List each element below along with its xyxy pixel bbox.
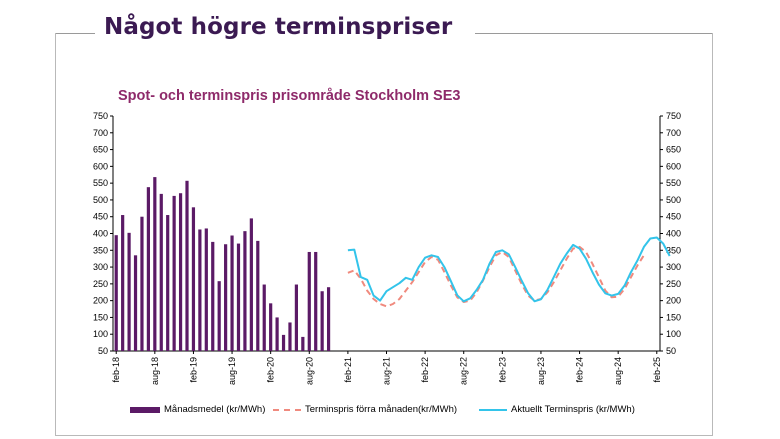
x-tick-label: aug-24: [613, 357, 623, 385]
bar: [301, 336, 305, 351]
bar: [159, 193, 163, 351]
x-tick-label: feb-22: [420, 357, 430, 383]
bar: [314, 251, 318, 351]
x-tick-label: aug-19: [227, 357, 237, 385]
x-tick-label: feb-21: [343, 357, 353, 383]
x-tick-label: aug-21: [382, 357, 392, 385]
y-tick-label-left: 750: [93, 111, 108, 121]
bar: [140, 216, 144, 351]
line-prev-month-forward: [347, 245, 645, 308]
bar: [172, 195, 176, 351]
y-tick-label-right: 600: [666, 161, 681, 171]
y-tick-label-left: 250: [93, 279, 108, 289]
header-rule-left: [55, 33, 95, 34]
y-tick-label-left: 50: [98, 346, 108, 356]
y-tick-label-left: 200: [93, 296, 108, 306]
x-tick-label: aug-18: [150, 357, 160, 385]
legend-label-curr: Aktuellt Terminspris (kr/MWh): [511, 404, 635, 415]
bar: [166, 215, 170, 351]
slide-frame: [55, 33, 713, 436]
bar: [262, 284, 266, 351]
x-tick-label: feb-25: [652, 357, 662, 383]
y-tick-label-right: 100: [666, 329, 681, 339]
bar: [153, 177, 157, 351]
bar: [307, 251, 311, 351]
bar: [178, 193, 183, 351]
bar: [121, 215, 125, 351]
x-tick-label: feb-18: [111, 357, 121, 383]
y-tick-label-left: 500: [93, 195, 108, 205]
y-tick-label-left: 100: [93, 329, 108, 339]
x-tick-label: feb-24: [575, 357, 585, 383]
legend-label-bars: Månadsmedel (kr/MWh): [164, 404, 266, 415]
y-tick-label-right: 250: [666, 279, 681, 289]
y-tick-label-right: 650: [666, 145, 681, 155]
legend-swatch-prev: [273, 408, 301, 411]
x-tick-label: feb-19: [188, 357, 198, 383]
bar: [243, 231, 247, 351]
bar: [326, 287, 331, 351]
bar: [127, 232, 131, 351]
y-tick-label-right: 700: [666, 128, 681, 138]
legend-item-prev: Terminspris förra månaden(kr/MWh): [273, 404, 457, 415]
bar: [146, 187, 150, 351]
bar: [249, 218, 253, 351]
bar: [269, 303, 273, 351]
y-tick-label-left: 400: [93, 229, 108, 239]
y-tick-label-left: 650: [93, 145, 108, 155]
bar: [230, 235, 234, 351]
y-tick-label-right: 550: [666, 178, 681, 188]
y-tick-label-left: 700: [93, 128, 108, 138]
x-tick-label: feb-20: [266, 357, 276, 383]
bar: [185, 180, 189, 351]
y-tick-label-left: 300: [93, 262, 108, 272]
bar: [198, 229, 202, 351]
chart-title: Spot- och terminspris prisområde Stockho…: [118, 88, 461, 104]
bar: [294, 284, 299, 351]
y-tick-label-left: 450: [93, 212, 108, 222]
bar: [236, 243, 241, 351]
legend-swatch-curr: [479, 408, 507, 411]
bar: [256, 240, 260, 351]
bar: [224, 244, 228, 351]
y-tick-label-right: 500: [666, 195, 681, 205]
y-tick-label-left: 600: [93, 161, 108, 171]
legend-label-prev: Terminspris förra månaden(kr/MWh): [305, 404, 458, 415]
bar: [320, 291, 324, 351]
bar: [204, 228, 208, 351]
y-tick-label-right: 400: [666, 229, 681, 239]
x-tick-label: aug-20: [304, 357, 314, 385]
x-tick-label: aug-23: [536, 357, 546, 385]
y-tick-label-right: 200: [666, 296, 681, 306]
bar: [211, 241, 215, 351]
y-tick-label-right: 150: [666, 312, 681, 322]
bar: [191, 207, 196, 351]
y-tick-label-left: 550: [93, 178, 108, 188]
header-rule-right: [475, 33, 712, 34]
y-tick-label-right: 300: [666, 262, 681, 272]
bar: [217, 281, 221, 351]
x-tick-label: feb-23: [497, 357, 507, 383]
legend-item-bars: Månadsmedel (kr/MWh): [130, 404, 265, 415]
y-tick-label-right: 50: [666, 346, 676, 356]
y-tick-label-right: 750: [666, 111, 681, 121]
y-tick-label-right: 350: [666, 245, 681, 255]
page-title: Något högre terminspriser: [104, 14, 453, 40]
bar: [133, 255, 138, 351]
bar: [288, 322, 292, 351]
legend-swatch-bars: [130, 406, 160, 413]
y-tick-label-left: 150: [93, 312, 108, 322]
bar: [275, 317, 279, 351]
bar: [281, 334, 286, 351]
y-tick-label-left: 350: [93, 245, 108, 255]
y-tick-label-right: 450: [666, 212, 681, 222]
bar: [114, 235, 118, 351]
legend-item-curr: Aktuellt Terminspris (kr/MWh): [479, 404, 635, 415]
x-tick-label: aug-22: [459, 357, 469, 385]
line-current-forward: [347, 236, 671, 303]
